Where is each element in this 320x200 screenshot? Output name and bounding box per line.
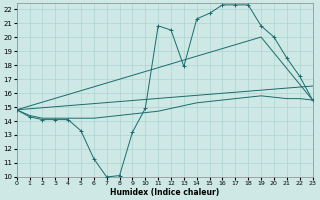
X-axis label: Humidex (Indice chaleur): Humidex (Indice chaleur)	[110, 188, 219, 197]
